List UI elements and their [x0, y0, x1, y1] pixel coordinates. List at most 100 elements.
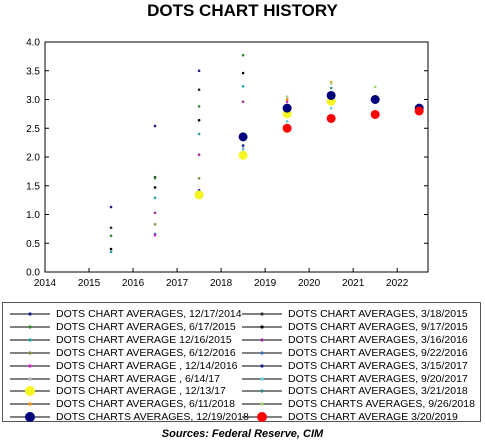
legend-symbol — [242, 389, 282, 393]
data-point — [197, 69, 201, 73]
x-tick-label: 2019 — [254, 278, 277, 289]
data-point — [370, 95, 380, 104]
data-point — [238, 132, 248, 142]
legend-symbol — [242, 351, 282, 355]
legend-symbol — [242, 402, 282, 406]
data-point — [109, 250, 113, 254]
legend-item: DOTS CHART AVERAGES, 9/20/2017 — [239, 371, 468, 387]
x-tick-label: 2016 — [122, 278, 145, 289]
data-point — [285, 120, 289, 123]
legend-label: DOTS CHART AVERAGES, 12/17/2014 — [56, 308, 242, 320]
legend-label: DOTS CHART AVERAGE 12/16/2015 — [56, 333, 232, 346]
y-tick-label: 4.0 — [26, 38, 40, 49]
y-tick-label: 1.5 — [26, 181, 40, 192]
x-tick-label: 2017 — [166, 278, 189, 289]
legend-label: DOTS CHART AVERAGES, 3/21/2018 — [288, 385, 468, 398]
data-point — [109, 226, 113, 230]
legend-symbol — [242, 412, 282, 423]
legend-label: DOTS CHART AVERAGE , 6/14/17 — [56, 372, 220, 385]
legend-label: DOTS CHART AVERAGES, 9/20/2017 — [288, 372, 468, 385]
data-point — [241, 71, 245, 75]
data-point — [326, 113, 336, 123]
data-point — [326, 90, 336, 100]
data-point — [329, 86, 333, 90]
data-point — [197, 118, 201, 122]
data-point — [414, 106, 424, 116]
y-tick-label: 2.0 — [26, 153, 40, 164]
data-point — [197, 153, 201, 156]
legend-symbol — [242, 312, 282, 316]
x-tick-label: 2022 — [386, 278, 409, 289]
data-point — [329, 82, 333, 85]
legend-label: DOTS CHARTS AVERAGES, 9/26/2018 — [288, 398, 475, 411]
legend-label: DOTS CHART AVERAGE , 12/13/17 — [56, 385, 226, 398]
data-point — [109, 247, 113, 251]
legend-symbol — [242, 376, 282, 381]
legend-item: DOTS CHART AVERAGE , 12/14/2016 — [7, 358, 238, 374]
legend-item: DOTS CHART AVERAGES, 3/21/2018 — [239, 383, 468, 399]
legend-item: DOTS CHART AVERAGES, 3/15/2017 — [239, 358, 468, 374]
legend-symbol — [10, 325, 50, 329]
legend-label: DOTS CHART AVERAGES, 3/15/2017 — [288, 359, 468, 372]
legend-item: DOTS CHART AVERAGES, 9/17/2015 — [239, 319, 468, 335]
legend-item: DOTS CHART AVERAGES, 6/11/2018 — [7, 396, 235, 412]
legend-label: DOTS CHART AVERAGES, 9/17/2015 — [288, 320, 468, 333]
data-point — [370, 109, 380, 119]
legend-item: DOTS CHART AVERAGES, 6/17/2015 — [7, 319, 236, 335]
legend-item: DOTS CHART AVERAGES, 6/12/2016 — [7, 345, 236, 361]
y-tick-label: 3.5 — [26, 66, 40, 77]
legend-symbol — [10, 338, 50, 342]
x-tick-label: 2015 — [78, 278, 101, 289]
x-tick-label: 2020 — [298, 278, 321, 289]
legend-symbol — [242, 363, 282, 368]
y-tick-label: 3.0 — [26, 95, 40, 106]
source-note: Sources: Federal Reserve, CIM — [161, 428, 324, 440]
legend-label: DOTS CHART AVERAGE 3/20/2019 — [288, 411, 458, 424]
data-point — [285, 98, 289, 101]
legend-item: DOTS CHART AVERAGE , 6/14/17 — [7, 371, 220, 387]
data-point — [241, 84, 245, 88]
x-tick-label: 2021 — [342, 278, 365, 289]
legend-symbol — [10, 351, 50, 355]
legend-item: DOTS CHART AVERAGES, 9/22/2016 — [239, 345, 468, 361]
legend-item: DOTS CHART AVERAGE , 12/13/17 — [7, 383, 226, 399]
legend-label: DOTS CHARTS AVERAGES, 12/19/2018 — [56, 411, 249, 424]
data-point — [153, 222, 157, 226]
x-tick-label: 2014 — [34, 278, 57, 289]
data-point — [109, 234, 113, 238]
y-tick-label: 2.5 — [26, 124, 40, 135]
scatter-plot: 0.0 0.5 1.0 1.5 2.0 2.5 3.0 3.5 4.0 2014 2015 2016 2… — [26, 38, 429, 289]
data-point — [238, 150, 248, 160]
data-point — [329, 106, 333, 110]
legend-label: DOTS CHART AVERAGES, 3/18/2015 — [288, 308, 468, 320]
chart-legend: DOTS CHART AVERAGES, 12/17/2014 DOTS CHAR… — [2, 302, 481, 425]
data-point — [153, 124, 157, 128]
y-tick-label: 0.5 — [26, 239, 40, 250]
data-point — [109, 205, 113, 209]
chart-title: DOTS CHART HISTORY — [147, 1, 338, 20]
legend-label: DOTS CHART AVERAGES, 6/12/2016 — [56, 346, 236, 359]
legend-item: DOTS CHART AVERAGES, 3/18/2015 — [239, 306, 468, 322]
data-point — [153, 233, 157, 237]
data-point — [241, 100, 245, 104]
legend-symbol — [10, 402, 50, 406]
legend-label: DOTS CHART AVERAGES, 9/22/2016 — [288, 346, 468, 359]
data-point — [153, 211, 157, 215]
legend-symbol — [10, 312, 50, 316]
data-point — [241, 53, 245, 57]
legend-item: DOTS CHART AVERAGE 3/20/2019 — [239, 409, 458, 425]
data-point — [194, 190, 204, 200]
data-point — [241, 148, 245, 151]
legend-symbol — [242, 338, 282, 342]
data-point — [282, 103, 292, 113]
data-point — [153, 186, 157, 189]
legend-symbol — [10, 386, 50, 397]
legend-symbol — [10, 412, 50, 423]
data-point — [285, 100, 289, 104]
data-point — [153, 176, 157, 180]
data-point — [197, 132, 201, 136]
y-tick-label: 1.0 — [26, 210, 40, 221]
legend-item: DOTS CHARTS AVERAGES, 12/19/2018 — [7, 409, 249, 425]
legend-label: DOTS CHART AVERAGE , 12/14/2016 — [56, 359, 238, 372]
